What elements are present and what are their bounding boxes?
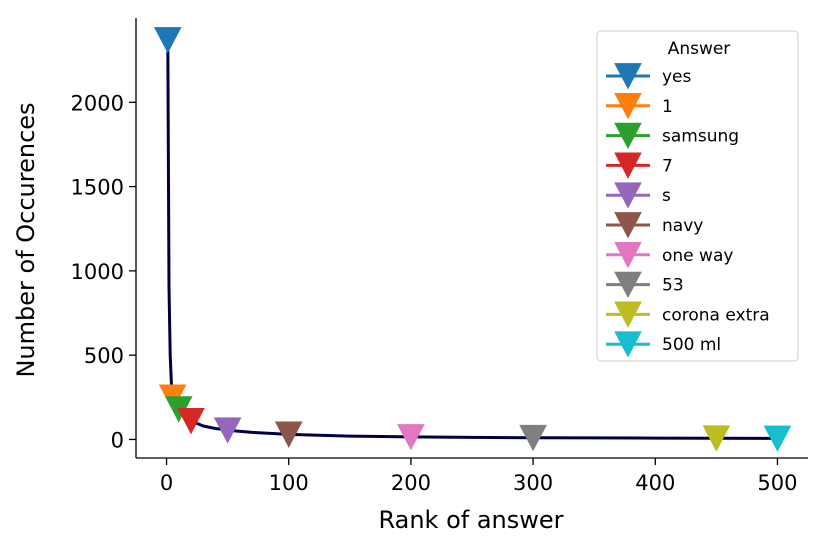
legend-marker-1 bbox=[614, 92, 642, 120]
legend-entry-label: 53 bbox=[662, 276, 684, 296]
legend-entry-label: 1 bbox=[662, 97, 673, 117]
x-tick-label: 200 bbox=[391, 471, 431, 495]
legend-box bbox=[596, 30, 799, 362]
legend-entry-label: corona extra bbox=[662, 305, 770, 325]
y-tick-label: 1000 bbox=[71, 260, 124, 284]
y-tick-label: 0 bbox=[111, 428, 124, 452]
legend-entry-label: one way bbox=[662, 246, 733, 266]
marker-53 bbox=[519, 424, 547, 452]
legend-marker-8 bbox=[614, 301, 642, 328]
x-tick-label: 400 bbox=[635, 471, 675, 495]
x-axis-label: Rank of answer bbox=[378, 506, 563, 534]
marker-7 bbox=[177, 408, 205, 435]
y-tick-label: 1500 bbox=[71, 176, 124, 200]
legend-entry-label: s bbox=[662, 186, 671, 206]
legend-entry-label: 500 ml bbox=[662, 335, 721, 355]
legend: Answer yes 1 samsung 7 s navy one way 53 corona e… bbox=[596, 30, 799, 362]
legend-title: Answer bbox=[668, 39, 731, 59]
legend-marker-0 bbox=[614, 63, 642, 90]
legend-entry-label: samsung bbox=[662, 127, 739, 147]
legend-marker-4 bbox=[614, 182, 642, 209]
legend-marker-2 bbox=[614, 122, 642, 150]
marker-navy bbox=[274, 421, 303, 448]
marker-corona-extra bbox=[702, 425, 731, 452]
x-tick-label: 300 bbox=[513, 471, 553, 495]
x-tick-label: 500 bbox=[757, 471, 797, 495]
legend-marker-9 bbox=[614, 331, 642, 358]
y-axis-label: Number of Occurences bbox=[12, 102, 40, 377]
legend-marker-7 bbox=[614, 271, 642, 299]
legend-entry-label: yes bbox=[662, 67, 692, 87]
marker-one-way bbox=[397, 424, 425, 451]
legend-marker-5 bbox=[614, 212, 642, 239]
axes: 0 100 200 300 400 500 0 500 1000 1500 2000 bbox=[71, 18, 808, 495]
marker-500-ml bbox=[763, 425, 792, 452]
marker-yes bbox=[153, 27, 182, 54]
legend-marker-3 bbox=[614, 152, 642, 179]
legend-entry-label: 7 bbox=[662, 156, 673, 176]
x-tick-label: 100 bbox=[269, 471, 309, 495]
x-tick-label: 0 bbox=[160, 471, 173, 495]
y-tick-label: 500 bbox=[84, 344, 124, 368]
legend-marker-6 bbox=[614, 241, 642, 269]
plot-area bbox=[153, 27, 792, 452]
y-tick-label: 2000 bbox=[71, 91, 124, 115]
marker-s bbox=[213, 417, 242, 444]
legend-entry-label: navy bbox=[662, 216, 703, 236]
